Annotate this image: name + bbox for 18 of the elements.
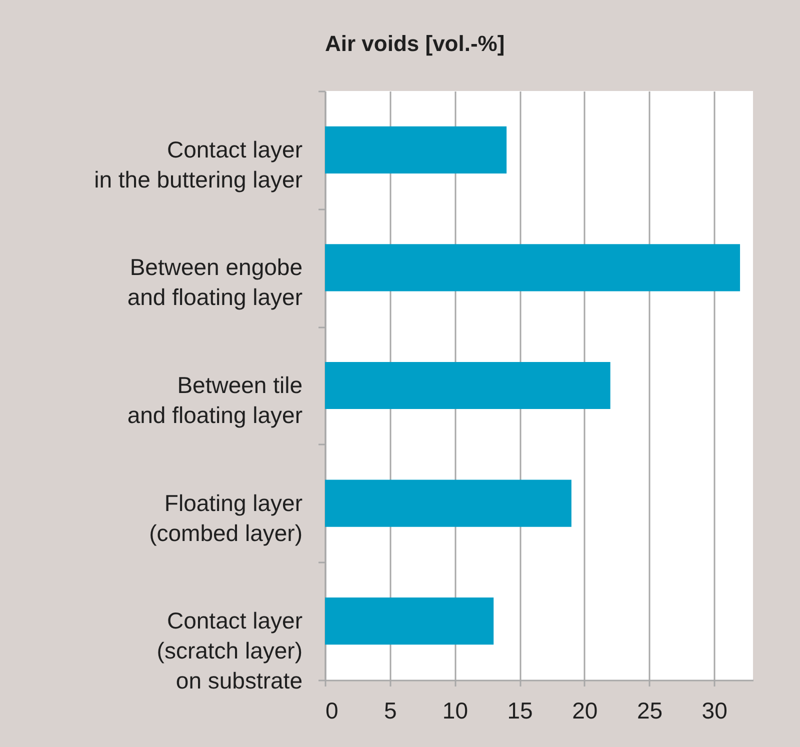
bar [325, 362, 610, 410]
x-tick-label: 25 [636, 698, 663, 724]
bar [325, 598, 494, 645]
y-tick-label: Contact layer (scratch layer) on substrate [156, 608, 303, 694]
y-tick-label: Contact layer in the buttering layer [94, 136, 303, 192]
x-tick-label: 5 [384, 698, 397, 724]
x-tick-label: 15 [507, 698, 533, 724]
x-tick-label: 0 [326, 698, 338, 724]
bar [325, 126, 507, 174]
x-tick-label: 20 [572, 698, 598, 724]
x-tick-label: 30 [702, 698, 728, 724]
bar [325, 244, 740, 292]
x-tick-label: 10 [442, 698, 468, 724]
y-tick-label: Floating layer (combed layer) [149, 490, 303, 546]
y-tick-label: Between tile and floating layer [127, 372, 303, 428]
y-tick-label: Between engobe and floating layer [127, 254, 303, 310]
bar [325, 480, 572, 527]
chart-title: Air voids [vol.-%] [325, 31, 505, 56]
